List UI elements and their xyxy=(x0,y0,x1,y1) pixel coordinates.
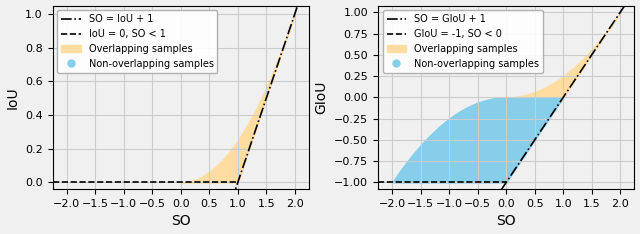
X-axis label: SO: SO xyxy=(171,214,191,228)
X-axis label: SO: SO xyxy=(497,214,516,228)
Legend: SO = GIoU + 1, GIoU = -1, SO < 0, Overlapping samples, Non-overlapping samples: SO = GIoU + 1, GIoU = -1, SO < 0, Overla… xyxy=(383,11,543,73)
Legend: SO = IoU + 1, IoU = 0, SO < 1, Overlapping samples, Non-overlapping samples: SO = IoU + 1, IoU = 0, SO < 1, Overlappi… xyxy=(58,11,218,73)
Y-axis label: IoU: IoU xyxy=(6,86,20,109)
Y-axis label: GIoU: GIoU xyxy=(315,81,328,114)
